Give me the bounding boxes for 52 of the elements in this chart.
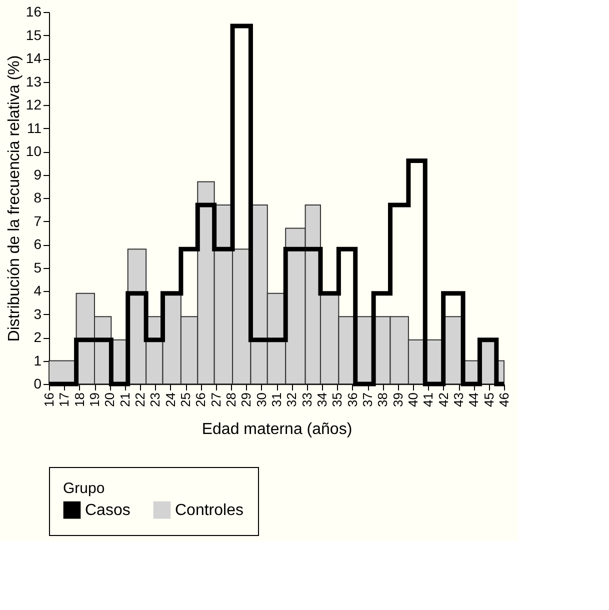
x-tick-label: 23 (148, 392, 163, 407)
y-tick-label: 10 (26, 143, 42, 159)
x-tick-label: 40 (406, 392, 420, 407)
x-tick-label: 45 (481, 392, 496, 407)
x-tick-label: 43 (451, 392, 466, 407)
y-tick-label: 7 (34, 212, 42, 229)
y-tick-label: 5 (34, 259, 42, 276)
x-tick-label: 44 (466, 392, 482, 407)
y-tick-label: 9 (34, 166, 42, 182)
x-tick-label: 22 (132, 392, 148, 407)
x-tick-label: 30 (254, 392, 269, 407)
y-tick-label: 16 (26, 4, 42, 20)
y-tick-label: 2 (34, 329, 42, 345)
legend-title: Grupo (63, 480, 105, 497)
legend-label: Controles (175, 502, 244, 520)
y-tick-label: 8 (34, 190, 42, 206)
x-tick-label: 31 (269, 392, 284, 407)
x-tick-label: 38 (375, 392, 390, 407)
x-tick-label: 25 (178, 392, 193, 407)
y-tick-label: 11 (26, 120, 42, 136)
x-tick-label: 42 (436, 392, 451, 407)
x-axis-title: Edad materna (años) (202, 420, 352, 438)
y-tick-label: 6 (34, 236, 42, 252)
x-tick-label: 36 (344, 392, 360, 407)
x-tick-label: 27 (208, 392, 224, 407)
x-tick-label: 24 (162, 392, 178, 407)
x-tick-label: 33 (299, 392, 314, 407)
y-tick-label: 3 (34, 306, 42, 322)
legend-label: Casos (85, 502, 130, 520)
x-tick-label: 18 (72, 392, 87, 407)
x-tick-label: 32 (284, 392, 300, 407)
y-tick-label: 1 (34, 352, 42, 368)
y-tick-label: 13 (26, 73, 42, 90)
y-tick-label: 15 (26, 26, 42, 43)
x-tick-label: 19 (87, 392, 102, 407)
x-tick-label: 41 (420, 392, 436, 407)
x-tick-label: 17 (56, 392, 72, 407)
x-tick-label: 28 (224, 392, 238, 407)
x-tick-label: 26 (193, 392, 208, 407)
y-tick-label: 4 (34, 282, 42, 298)
y-tick-label: 0 (34, 376, 42, 392)
x-tick-label: 39 (390, 392, 406, 407)
y-axis-title: Distribución de la frecuencia relativa (%) (6, 55, 23, 342)
y-tick-label: 14 (26, 50, 42, 66)
y-tick-label: 12 (26, 96, 42, 112)
x-tick-label: 46 (496, 392, 512, 407)
x-tick-label: 21 (117, 392, 132, 407)
x-tick-label: 29 (238, 392, 254, 407)
x-tick-label: 37 (360, 392, 375, 407)
x-tick-label: 20 (102, 392, 118, 407)
x-tick-label: 35 (330, 392, 345, 407)
x-tick-label: 34 (314, 392, 330, 407)
